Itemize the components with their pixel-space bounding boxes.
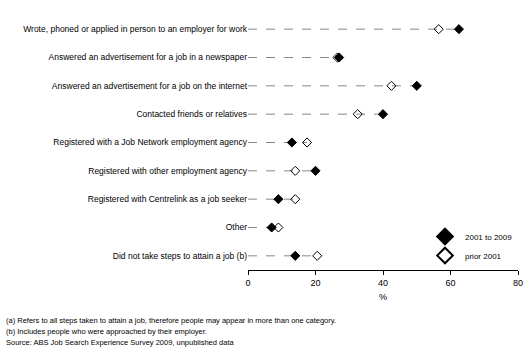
svg-text:2001 to 2009: 2001 to 2009 <box>465 233 512 242</box>
svg-text:Contacted friends or relatives: Contacted friends or relatives <box>136 109 247 119</box>
svg-text:Registered with other employme: Registered with other employment agency <box>88 166 247 176</box>
svg-text:(a) Refers to all steps taken: (a) Refers to all steps taken to attain … <box>6 316 336 325</box>
svg-text:Registered with Centrelink as: Registered with Centrelink as a job seek… <box>88 194 247 204</box>
svg-text:Registered with a Job Network: Registered with a Job Network employment… <box>53 137 247 147</box>
svg-text:Wrote, phoned or applied in pe: Wrote, phoned or applied in person to an… <box>23 24 248 34</box>
svg-text:(b) Includes people who were a: (b) Includes people who were approached … <box>6 327 207 336</box>
svg-text:40: 40 <box>378 278 388 288</box>
svg-text:prior 2001: prior 2001 <box>465 252 502 261</box>
svg-text:Other: Other <box>226 222 247 232</box>
svg-text:0: 0 <box>245 278 250 288</box>
svg-text:%: % <box>379 292 387 302</box>
svg-text:Answered an advertisement for: Answered an advertisement for a job on t… <box>52 81 248 91</box>
svg-text:Did not take steps to attain a: Did not take steps to attain a job (b) <box>113 251 247 261</box>
svg-text:80: 80 <box>513 278 523 288</box>
svg-text:20: 20 <box>310 278 320 288</box>
svg-text:Source: ABS Job Search Experie: Source: ABS Job Search Experience Survey… <box>6 338 234 347</box>
svg-text:Answered an advertisement for: Answered an advertisement for a job in a… <box>49 52 248 62</box>
svg-text:60: 60 <box>445 278 455 288</box>
